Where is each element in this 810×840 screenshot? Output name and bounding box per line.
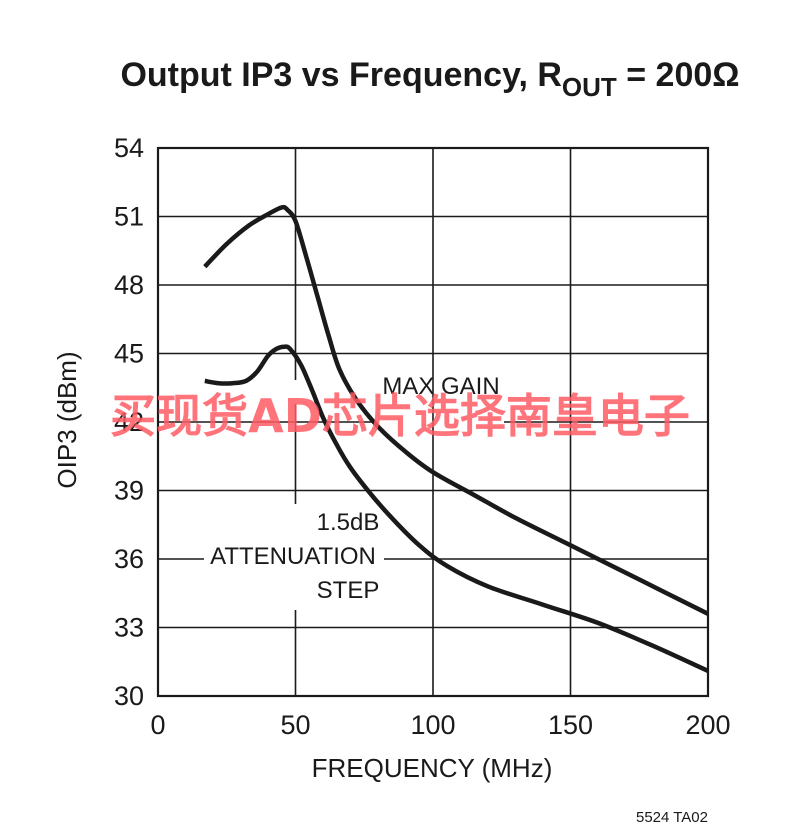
chart-title: Output IP3 vs Frequency, ROUT = 200Ω	[120, 56, 739, 102]
series-lines	[203, 204, 709, 673]
y-tick-label: 36	[114, 544, 144, 574]
x-tick-label: 50	[280, 710, 310, 740]
watermark-text: 买现货AD芯片选择南皇电子	[110, 389, 690, 443]
y-axis-label: OIP3 (dBm)	[52, 351, 82, 488]
x-tick-label: 100	[410, 710, 455, 740]
y-tick-label: 30	[114, 681, 144, 711]
x-tick-label: 200	[685, 710, 730, 740]
y-tick-label: 48	[114, 270, 144, 300]
annotation-max-gain: MAX GAIN	[382, 373, 499, 400]
annotation-attenuation-line: ATTENUATION	[210, 543, 376, 570]
y-tick-label: 54	[114, 133, 144, 163]
x-tick-labels: 0 50 100 150 200	[150, 710, 730, 740]
y-tick-label: 39	[114, 476, 144, 506]
x-axis-label: FREQUENCY (MHz)	[312, 753, 553, 783]
series-line-max-gain	[203, 204, 709, 616]
plot-frame	[156, 146, 710, 698]
annotation-attenuation-line: STEP	[317, 577, 380, 604]
series-line-attenuation-step	[204, 344, 709, 673]
x-tick-label: 150	[548, 710, 593, 740]
x-tick-label: 0	[150, 710, 165, 740]
y-tick-label: 45	[114, 339, 144, 369]
annotations: MAX GAIN 1.5dB ATTENUATION STEP	[210, 373, 500, 604]
y-tick-label: 51	[114, 202, 144, 232]
annotation-attenuation-line: 1.5dB	[317, 509, 380, 536]
y-tick-labels: 30 33 36 39 42 45 48 51 54	[114, 133, 144, 711]
y-tick-label: 33	[114, 613, 144, 643]
grid	[156, 146, 710, 698]
figure-code: 5524 TA02	[636, 809, 708, 826]
y-tick-label: 42	[114, 407, 144, 437]
